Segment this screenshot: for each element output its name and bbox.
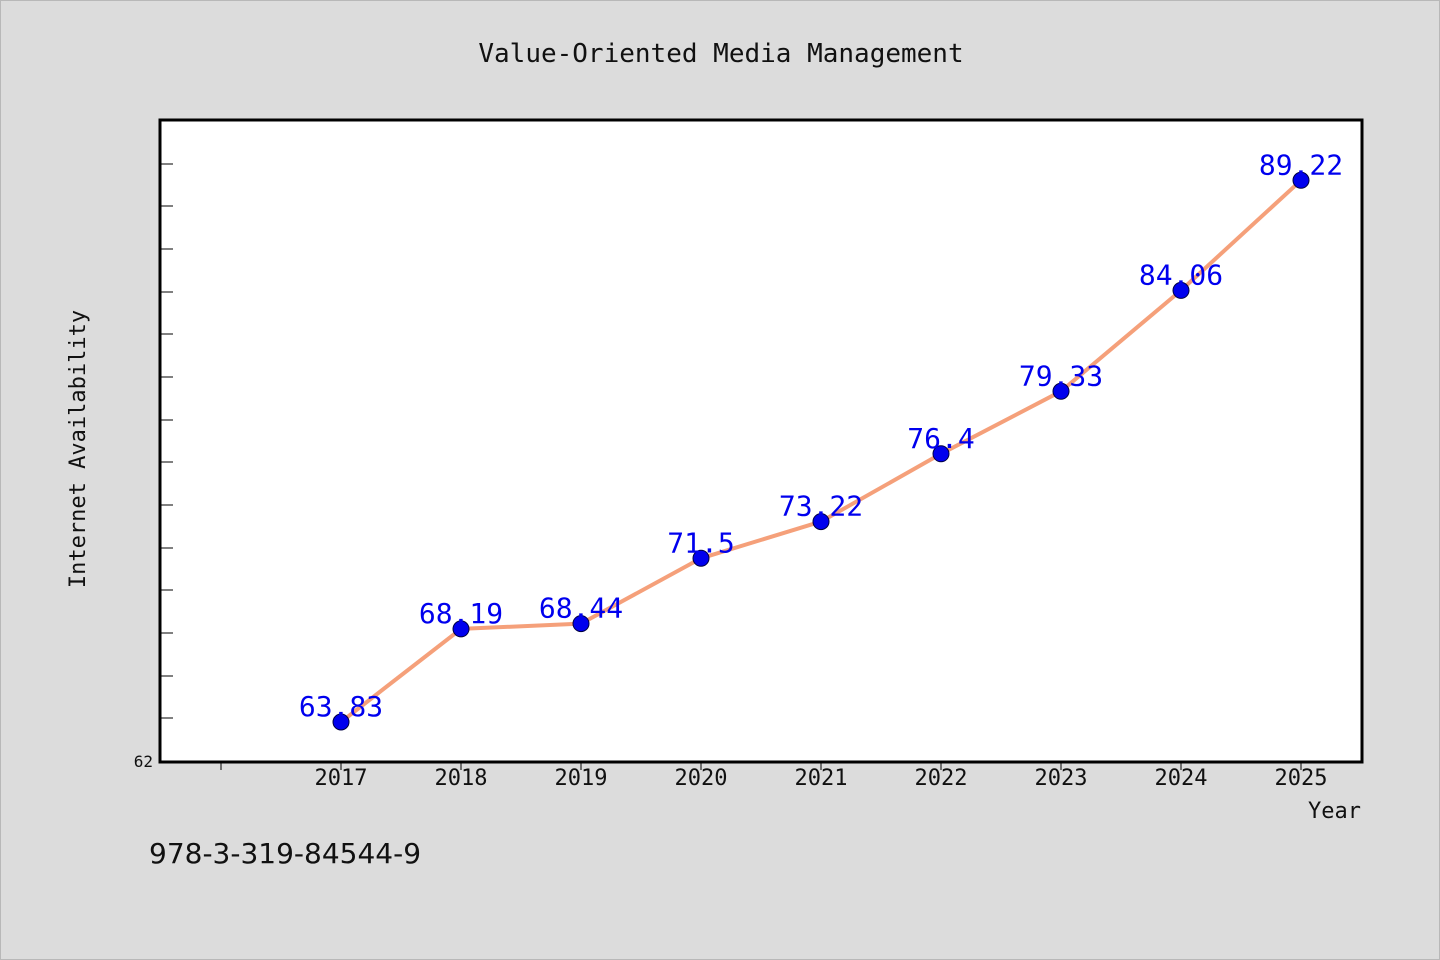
data-point-marker xyxy=(812,513,830,531)
data-label: 63.83 xyxy=(299,690,383,723)
x-tick-label: 2019 xyxy=(555,766,608,791)
plot-area xyxy=(158,118,1364,764)
data-point-marker xyxy=(452,620,470,638)
x-tick-label: 2025 xyxy=(1275,766,1328,791)
data-point-marker xyxy=(332,713,350,731)
y-tick-label: 62 xyxy=(134,752,153,771)
data-point-marker xyxy=(692,549,710,567)
data-label: 79.33 xyxy=(1019,359,1103,392)
data-point-marker xyxy=(572,615,590,633)
data-label: 71.5 xyxy=(667,526,734,559)
data-label: 89.22 xyxy=(1259,148,1343,181)
chart-title: Value-Oriented Media Management xyxy=(478,39,963,69)
x-tick-label: 2017 xyxy=(315,766,368,791)
footer-code: 978-3-319-84544-9 xyxy=(149,837,422,870)
x-tick-label: 2022 xyxy=(915,766,968,791)
data-point-marker xyxy=(932,445,950,463)
series-markers xyxy=(332,171,1310,731)
data-label: 84.06 xyxy=(1139,258,1223,291)
data-label: 73.22 xyxy=(779,490,863,523)
data-label: 76.4 xyxy=(907,422,974,455)
x-tick-label: 2024 xyxy=(1155,766,1208,791)
x-tick-label: 2023 xyxy=(1035,766,1088,791)
y-axis-label: Internet Availability xyxy=(66,310,91,588)
x-tick-label: 2018 xyxy=(435,766,488,791)
data-label: 68.19 xyxy=(419,597,503,630)
x-axis-label: Year xyxy=(1308,799,1361,824)
x-tick-labels: 2017 2018 2019 2020 2021 2022 2023 2024 2025 xyxy=(315,766,1328,791)
x-tick-label: 2021 xyxy=(795,766,848,791)
data-point-marker xyxy=(1052,382,1070,400)
data-labels: 63.83 68.19 68.44 71.5 73.22 76.4 79.33 84.06 89… xyxy=(299,148,1343,723)
data-point-marker xyxy=(1172,281,1190,299)
y-axis-ticks xyxy=(161,163,173,719)
data-point-marker xyxy=(1292,171,1310,189)
x-tick-label: 2020 xyxy=(675,766,728,791)
x-axis-ticks xyxy=(220,762,1302,770)
data-label: 68.44 xyxy=(539,592,623,625)
